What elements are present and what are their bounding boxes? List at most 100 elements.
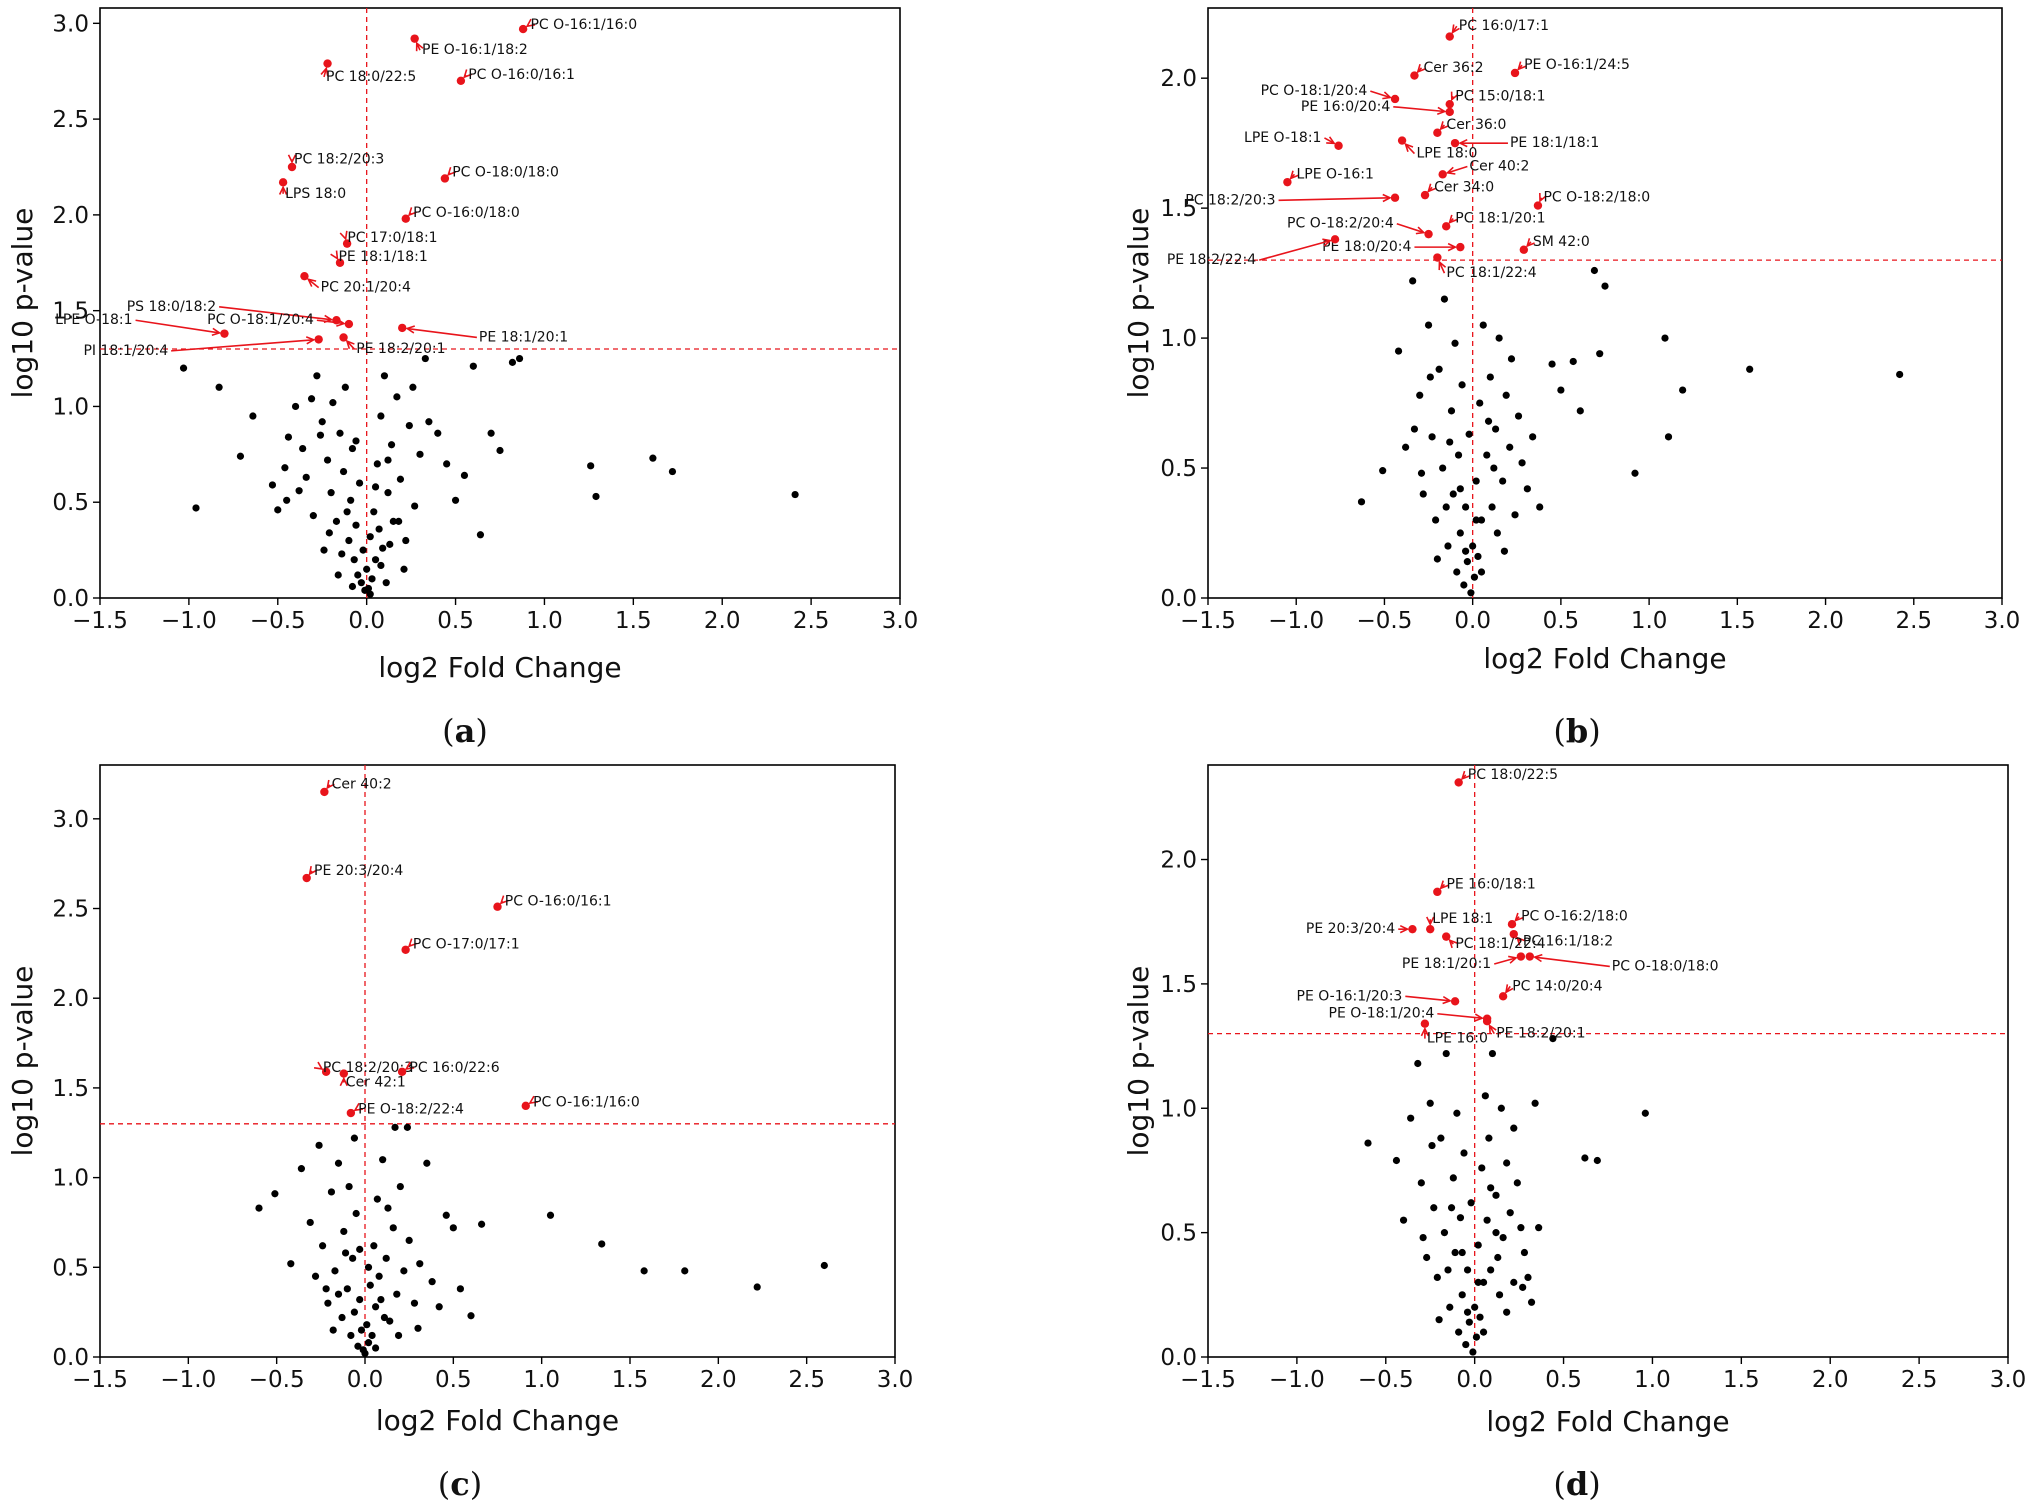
data-point	[1513, 1179, 1521, 1187]
panel-a: −1.5 −1.0 −0.5 0.0 0.5 1.0 1.5 2.0 2.5 3.0 0.0 0.5 1…	[6, 7, 918, 750]
lipid-label: LPE O-18:1	[55, 312, 132, 328]
data-point	[1449, 1174, 1457, 1182]
data-point	[1474, 1241, 1482, 1249]
data-point	[179, 364, 188, 372]
data-point	[1590, 266, 1599, 275]
x-tick-label: 0.0	[1454, 608, 1491, 634]
annotation-arrowhead	[345, 339, 355, 350]
lipid-label: PE O-16:1/24:5	[1524, 57, 1630, 73]
data-point	[284, 433, 293, 441]
lipid-label: PC O-16:1/16:0	[530, 17, 637, 33]
significant-point	[335, 258, 345, 267]
data-point	[411, 502, 419, 510]
data-point	[1569, 357, 1577, 366]
y-tick-label: 0.0	[1160, 1345, 1197, 1371]
data-point	[1487, 1184, 1495, 1192]
data-point	[1474, 552, 1482, 561]
data-point	[334, 1159, 343, 1167]
annotation-arrow	[1437, 1012, 1483, 1020]
data-point	[371, 483, 380, 491]
annotation-arrowhead	[1445, 166, 1456, 175]
data-point	[1414, 1059, 1422, 1068]
data-point	[1536, 503, 1544, 511]
x-tick-label: 1.0	[1631, 608, 1668, 634]
significant-point	[1283, 177, 1292, 187]
lipid-label: PE 18:2/20:1	[1496, 1026, 1585, 1042]
data-point	[1435, 1316, 1443, 1324]
data-point	[325, 529, 333, 537]
data-point	[361, 1349, 369, 1358]
annotation-arrowhead	[1539, 192, 1547, 203]
significant-point	[339, 1069, 348, 1078]
data-point	[377, 561, 385, 570]
data-point	[1495, 334, 1503, 342]
lipid-label: PC O-18:0/18:0	[452, 165, 559, 181]
data-point	[349, 1254, 357, 1262]
data-point	[478, 1220, 486, 1228]
y-tick-label: 0.0	[1160, 586, 1197, 612]
significant-point	[1424, 229, 1433, 239]
y-tick-label: 0.5	[52, 490, 89, 516]
data-point	[345, 1182, 353, 1191]
x-tick-label: −0.5	[249, 1367, 305, 1393]
data-point	[255, 1204, 263, 1212]
data-point	[1446, 1303, 1454, 1311]
data-point	[306, 1218, 314, 1227]
data-point	[1514, 412, 1523, 420]
data-point	[1488, 1049, 1497, 1058]
data-point	[1631, 469, 1639, 477]
data-point	[1462, 503, 1470, 511]
data-point	[496, 446, 504, 455]
data-point	[283, 496, 291, 504]
lipid-label: PC O-16:0/18:0	[413, 205, 520, 221]
annotation-arrowhead	[1448, 938, 1458, 949]
x-tick-label: −1.5	[1180, 1367, 1236, 1393]
data-point	[409, 383, 417, 391]
data-point	[236, 452, 245, 460]
lipid-label: PE 18:1/20:1	[479, 329, 568, 345]
lipid-label: PE 20:3/20:4	[314, 863, 403, 879]
data-point	[297, 1165, 305, 1173]
x-tick-label: 0.0	[1456, 1367, 1493, 1393]
significant-point	[339, 333, 348, 342]
data-point	[1451, 339, 1459, 347]
significant-point	[1334, 141, 1343, 150]
lipid-label: Cer 34:0	[1434, 179, 1494, 195]
lipid-label: Cer 36:0	[1446, 117, 1506, 133]
data-point	[1601, 282, 1609, 290]
significant-point	[410, 34, 419, 43]
data-point	[1469, 542, 1477, 550]
data-point	[1458, 1291, 1466, 1299]
data-point	[1510, 1278, 1518, 1286]
data-point	[1465, 1318, 1473, 1326]
data-point	[400, 1267, 408, 1275]
annotation-arrowhead	[1427, 183, 1437, 193]
significant-point	[1445, 107, 1454, 117]
panel-label: (d)	[1553, 1465, 1600, 1502]
x-tick-label: 2.5	[1901, 1367, 1938, 1393]
annotation-arrow	[307, 278, 320, 289]
data-point	[1460, 1149, 1468, 1157]
annotation-arrow	[1494, 957, 1517, 965]
data-point	[1506, 443, 1514, 451]
significant-point	[1438, 170, 1447, 179]
data-point	[1402, 443, 1410, 451]
x-tick-label: 0.5	[437, 608, 474, 634]
data-point	[1449, 490, 1457, 498]
x-tick-label: 1.0	[523, 1367, 560, 1393]
data-point	[476, 531, 485, 539]
y-tick-label: 1.0	[1160, 1096, 1197, 1122]
data-point	[587, 462, 595, 470]
significant-point	[278, 178, 288, 187]
data-point	[1423, 1253, 1431, 1262]
annotation-arrowhead	[1415, 226, 1426, 235]
data-point	[357, 1326, 366, 1334]
lipid-label: PE 18:1/20:1	[1402, 956, 1491, 972]
data-point	[354, 1342, 362, 1350]
annotation-arrowhead	[1504, 984, 1514, 994]
significant-point	[1445, 32, 1454, 41]
data-point	[368, 1331, 376, 1340]
data-point	[1641, 1109, 1649, 1117]
x-axis-title: log2 Fold Change	[1483, 642, 1726, 675]
data-point	[1463, 558, 1471, 566]
